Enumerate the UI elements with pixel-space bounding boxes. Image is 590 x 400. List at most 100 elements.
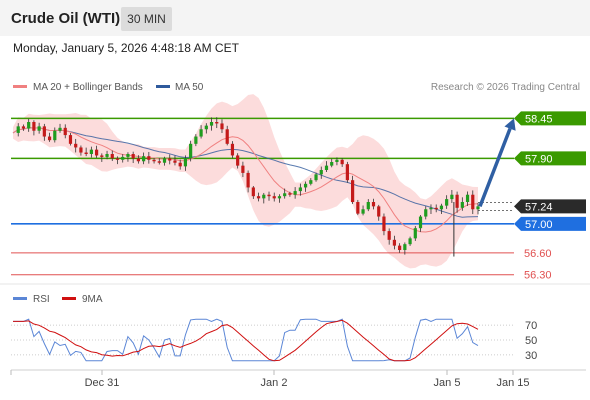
level-labels: 58.45 57.90 57.00 56.60 56.30 57.24 xyxy=(514,111,586,282)
candle xyxy=(110,150,114,162)
rsi-level-label-50: 50 xyxy=(525,335,537,347)
candle xyxy=(303,181,308,192)
candle xyxy=(267,191,271,201)
candle xyxy=(471,190,475,215)
candle xyxy=(215,117,219,129)
candle xyxy=(283,188,287,199)
candle xyxy=(262,192,266,204)
current-price-tag xyxy=(514,199,586,214)
rsi-ma-line xyxy=(13,319,479,362)
candle xyxy=(84,147,88,157)
candle xyxy=(256,192,261,202)
x-tick-label: Jan 15 xyxy=(496,377,529,389)
candle xyxy=(115,156,120,165)
candle xyxy=(434,204,438,213)
candle xyxy=(398,243,402,253)
candle xyxy=(465,191,470,207)
rsi-ma-legend-swatch xyxy=(62,297,76,300)
ma20-legend-swatch xyxy=(13,85,27,88)
chart-header: Crude Oil (WTI) 30 MIN xyxy=(0,0,590,36)
candle xyxy=(382,213,386,236)
candle xyxy=(42,123,46,141)
candle xyxy=(424,206,428,220)
candle xyxy=(293,187,297,199)
candle xyxy=(251,185,255,199)
candle xyxy=(183,155,188,171)
candle xyxy=(241,161,245,178)
rsi-level-label-30: 30 xyxy=(525,350,537,362)
pivot-label: 57.00 xyxy=(525,219,553,231)
candle xyxy=(345,161,349,183)
ma20-line xyxy=(12,126,479,233)
candle xyxy=(246,170,250,193)
pivot-tag xyxy=(514,216,586,231)
candle xyxy=(230,141,235,159)
candle xyxy=(178,159,182,170)
candle xyxy=(314,172,318,182)
candle xyxy=(162,156,167,166)
candle xyxy=(32,120,36,136)
resistance-1-label: 57.90 xyxy=(525,153,553,165)
datetime-label: Monday, January 5, 2026 4:48:18 AM CET xyxy=(13,41,239,55)
candle xyxy=(105,150,109,160)
instrument-title: Crude Oil (WTI) xyxy=(11,10,121,27)
candle xyxy=(194,134,198,147)
bollinger-band-area xyxy=(13,94,478,269)
forecast-arrow-head xyxy=(504,118,516,131)
ma50-legend-label: MA 50 xyxy=(175,82,204,93)
candle xyxy=(204,123,208,134)
support-2-label: 56.30 xyxy=(524,270,552,282)
candle xyxy=(418,214,423,232)
rsi-legend-label: RSI xyxy=(33,294,50,305)
candle xyxy=(413,226,417,241)
candle xyxy=(236,153,240,169)
candle xyxy=(439,203,444,214)
candle xyxy=(429,204,433,215)
x-tick-label: Jan 5 xyxy=(434,377,461,389)
x-tick-label: Dec 31 xyxy=(85,377,120,389)
candle xyxy=(100,153,104,162)
candle xyxy=(298,183,302,196)
rsi-ma-legend-label: 9MA xyxy=(82,294,103,305)
candle xyxy=(351,175,355,204)
ma20-legend-label: MA 20 + Bollinger Bands xyxy=(33,82,143,93)
candle xyxy=(79,145,83,156)
candle xyxy=(58,123,62,133)
moving-averages xyxy=(12,126,479,233)
candle xyxy=(147,151,151,164)
candle xyxy=(335,157,339,166)
candle xyxy=(89,146,93,158)
candle xyxy=(225,125,229,146)
candle xyxy=(288,191,292,197)
candle xyxy=(131,151,135,164)
candle xyxy=(272,192,276,202)
x-tick-label: Jan 2 xyxy=(261,377,288,389)
rsi-legend-swatch xyxy=(13,297,27,300)
candle xyxy=(460,197,464,211)
forecast-arrow xyxy=(478,118,516,207)
timeframe-badge[interactable]: 30 MIN xyxy=(121,7,172,31)
candle xyxy=(53,127,57,143)
candle xyxy=(68,132,73,146)
candle xyxy=(136,155,140,164)
rsi-panel: 70 50 30 xyxy=(11,318,537,362)
candle xyxy=(309,178,313,186)
x-axis-ticks: Dec 31 Jan 2 Jan 5 Jan 15 xyxy=(10,370,530,389)
candle xyxy=(387,228,391,245)
candle xyxy=(330,158,334,168)
ma50-line xyxy=(12,126,479,218)
price-levels xyxy=(11,117,514,276)
candle xyxy=(403,242,407,255)
candle xyxy=(450,189,454,204)
candle xyxy=(371,198,376,210)
ma50-legend-swatch xyxy=(156,85,170,88)
candle xyxy=(47,132,52,142)
candle xyxy=(16,123,20,137)
candle xyxy=(361,205,365,216)
candle xyxy=(168,154,172,165)
candle xyxy=(121,154,125,163)
resistance-2-tag xyxy=(514,111,586,126)
candle xyxy=(157,158,161,165)
resistance-1-tag xyxy=(514,151,586,166)
